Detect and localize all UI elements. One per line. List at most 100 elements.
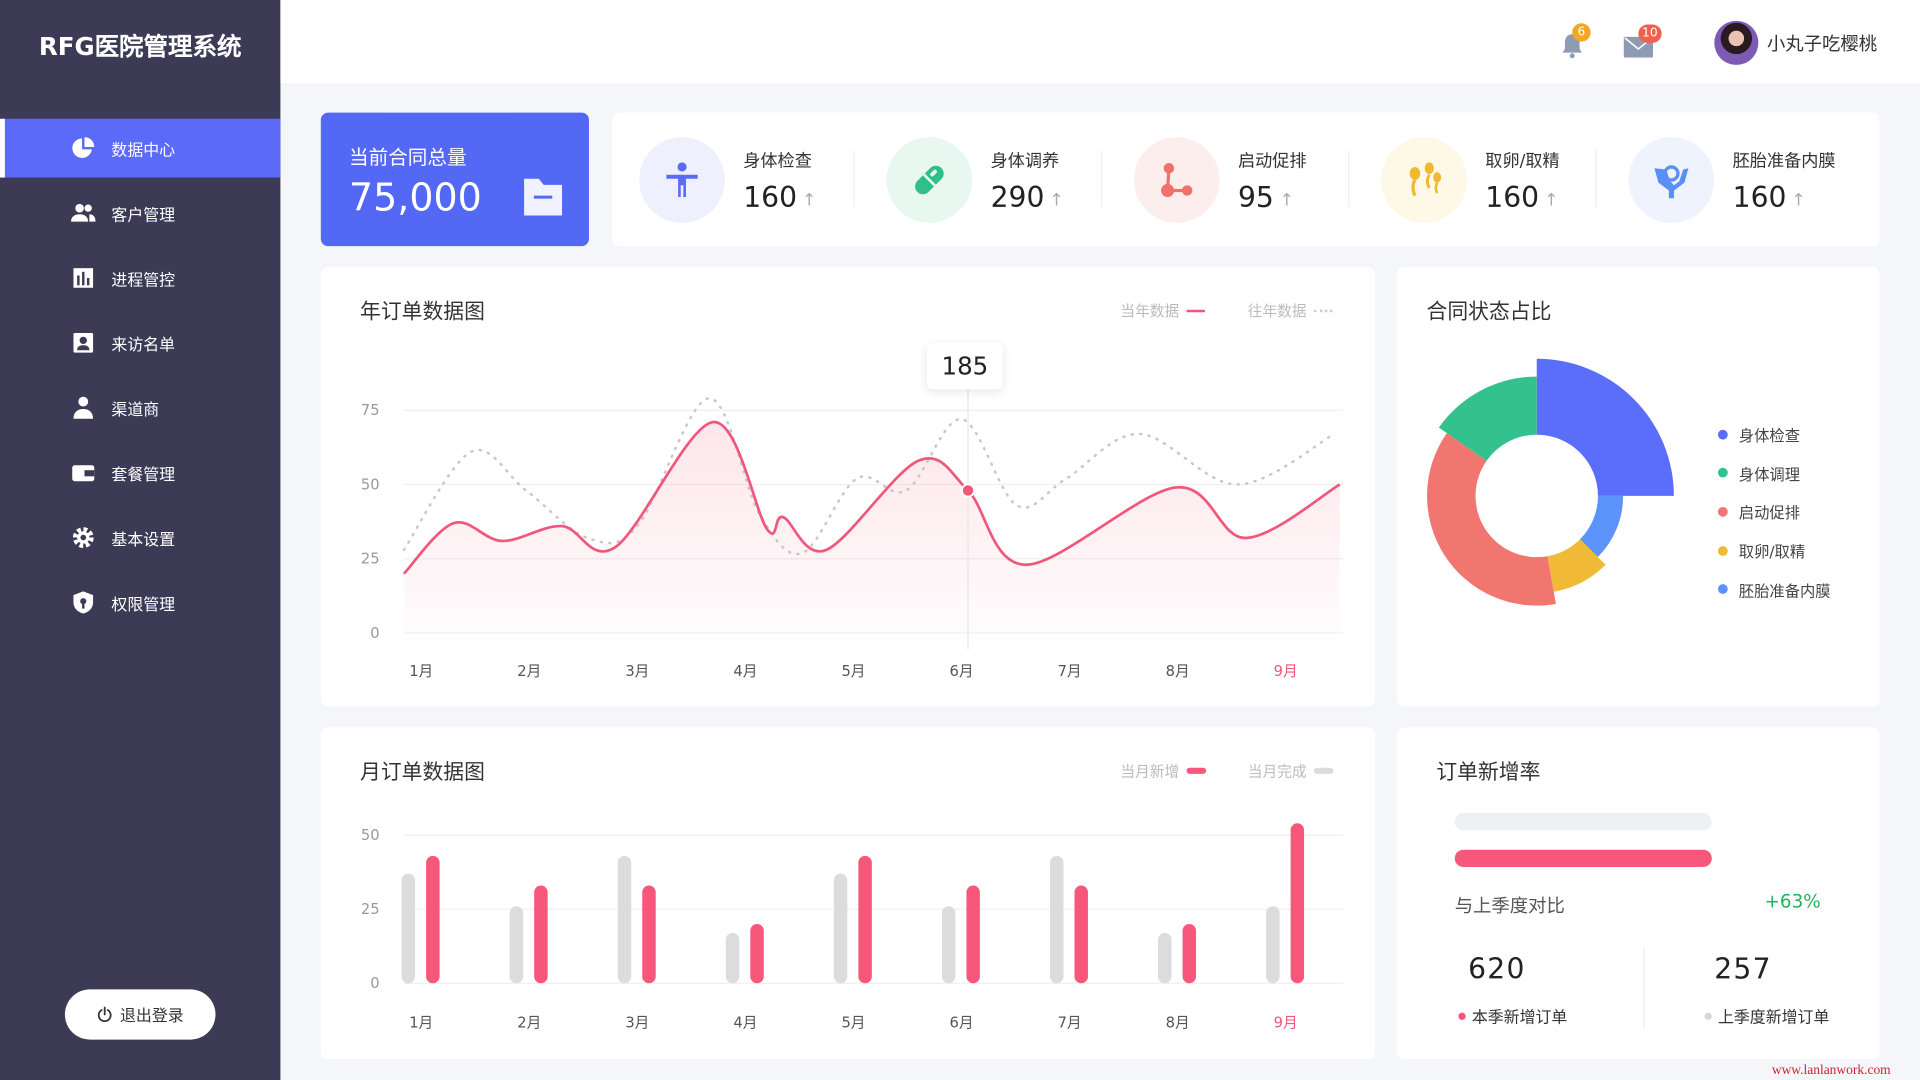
bar-monthly-new[interactable]	[534, 885, 548, 984]
sidebar-item-label: 渠道商	[111, 401, 160, 420]
chart-tooltip: 185	[926, 342, 1003, 390]
current-year-line	[402, 420, 1341, 575]
legend-label: 身体调理	[1738, 464, 1801, 484]
legend-label: 往年数据	[1247, 302, 1307, 320]
pie-legend-item[interactable]: 身体调理	[1717, 461, 1801, 484]
bar-monthly-new[interactable]	[966, 885, 980, 984]
stat-icon-circle	[639, 137, 725, 223]
bar-monthly-new[interactable]	[750, 924, 764, 984]
stat-value: 160	[1485, 182, 1540, 215]
yearly-chart-title: 年订单数据图	[360, 300, 485, 325]
stat-item[interactable]: 取卵/取精 160 ↑	[1381, 113, 1614, 246]
total-value: 75,000	[348, 176, 482, 221]
sidebar-item-3[interactable]: 进程管控	[0, 249, 280, 308]
legend-swatch	[1313, 767, 1334, 774]
stat-value: 160	[743, 182, 798, 215]
sidebar-item-2[interactable]: 客户管理	[0, 184, 280, 243]
label-text: 本季新增订单	[1471, 1008, 1568, 1028]
bar-monthly-new[interactable]	[1290, 823, 1305, 984]
legend-dot	[1717, 506, 1728, 517]
stat-value: 160	[1732, 182, 1787, 215]
body-icon	[666, 162, 698, 197]
hands-care-icon	[1654, 165, 1689, 199]
x-tick-label: 5月	[841, 1014, 865, 1031]
x-tick-label: 1月	[409, 663, 433, 680]
sidebar-item-label: 权限管理	[111, 595, 176, 615]
pie-slice[interactable]	[1580, 495, 1624, 558]
legend-swatch	[1186, 767, 1207, 774]
bar-monthly-new[interactable]	[858, 855, 872, 984]
bar-monthly-new[interactable]	[1074, 885, 1088, 984]
current-progress-track	[1454, 849, 1717, 867]
pie-slice[interactable]	[1536, 358, 1674, 496]
x-tick-label: 9月	[1274, 663, 1298, 680]
contract-status-rose-chart	[1427, 358, 1674, 606]
sidebar-item-4[interactable]: 来访名单	[0, 313, 280, 372]
messages-button[interactable]: 10	[1623, 24, 1662, 63]
bar-monthly-done[interactable]	[1050, 855, 1064, 984]
sidebar-item-8[interactable]: 权限管理	[0, 573, 280, 632]
user-avatar[interactable]	[1714, 20, 1759, 65]
bar-monthly-new[interactable]	[1182, 924, 1197, 984]
notification-button[interactable]: 6	[1560, 23, 1591, 64]
pie-slice[interactable]	[1547, 539, 1606, 592]
x-tick-label: 6月	[950, 1014, 974, 1031]
stat-icon-circle	[886, 137, 973, 223]
legend-monthly-done[interactable]: 当月完成	[1248, 760, 1334, 781]
y-tick-label: 25	[361, 551, 380, 568]
bar-chart-icon	[73, 268, 94, 288]
sidebar-item-label: 套餐管理	[111, 465, 176, 485]
x-tick-label: 7月	[1058, 663, 1082, 680]
bar-monthly-done[interactable]	[833, 873, 848, 984]
bar-monthly-done[interactable]	[617, 855, 632, 984]
logout-label: 退出登录	[119, 1007, 184, 1027]
sidebar: RFG医院管理系统 数据中心客户管理进程管控 来访名单渠道商套餐管理基本设置权限管…	[0, 0, 281, 1080]
legend-current-year[interactable]: 当年数据	[1120, 300, 1205, 321]
pie-legend-item[interactable]: 胚胎准备内膜	[1717, 578, 1831, 601]
bar-monthly-done[interactable]	[1158, 932, 1172, 984]
pie-slice[interactable]	[1427, 433, 1556, 606]
pie-legend-item[interactable]: 身体检查	[1717, 422, 1800, 445]
y-tick-label: 0	[370, 975, 379, 992]
sidebar-item-label: 数据中心	[111, 141, 176, 160]
stat-item[interactable]: 身体调养 290 ↑	[886, 113, 1120, 246]
sidebar-item-6[interactable]: 套餐管理	[0, 443, 280, 502]
stat-item[interactable]: 胚胎准备内膜 160 ↑	[1628, 113, 1862, 246]
total-label: 当前合同总量	[348, 145, 467, 169]
sidebar-item-5[interactable]: 渠道商	[0, 378, 280, 437]
pie-legend-item[interactable]: 取卵/取精	[1717, 539, 1806, 562]
bar-monthly-done[interactable]	[725, 932, 740, 984]
label-text: 上季度新增订单	[1717, 1008, 1830, 1028]
bar-monthly-done[interactable]	[941, 906, 956, 984]
y-tick-label: 75	[361, 402, 380, 419]
pie-slice[interactable]	[1438, 376, 1537, 461]
legend-previous-year[interactable]: 往年数据	[1248, 300, 1333, 321]
bar-monthly-done[interactable]	[401, 873, 416, 984]
stat-item[interactable]: 启动促排 95 ↑	[1133, 113, 1367, 246]
bar-monthly-new[interactable]	[426, 855, 440, 984]
x-tick-label: 2月	[517, 663, 541, 680]
bar-monthly-new[interactable]	[642, 885, 656, 984]
bar-monthly-done[interactable]	[1266, 906, 1280, 984]
previous-quarter-value: 257	[1714, 953, 1772, 986]
y-tick-label: 50	[361, 476, 380, 493]
y-tick-label: 50	[361, 827, 380, 844]
logout-button[interactable]: 退出登录	[64, 989, 216, 1040]
user-name[interactable]: 小丸子吃樱桃	[1766, 33, 1878, 56]
x-tick-label: 8月	[1166, 663, 1190, 680]
bar-monthly-done[interactable]	[509, 906, 524, 984]
app-title: RFG医院管理系统	[38, 31, 242, 62]
sidebar-item-1[interactable]: 数据中心	[0, 118, 281, 178]
stat-divider	[1100, 150, 1103, 207]
stat-item[interactable]: 身体检查 160 ↑	[639, 113, 872, 246]
divider	[1643, 947, 1645, 1029]
legend-monthly-new[interactable]: 当月新增	[1120, 760, 1207, 781]
highlight-point[interactable]	[960, 483, 976, 498]
sidebar-item-7[interactable]: 基本设置	[0, 508, 280, 567]
legend-label: 取卵/取精	[1738, 542, 1806, 561]
legend-label: 胚胎准备内膜	[1738, 581, 1831, 600]
yearly-line-chart: 0 25 50 75 1月 2月 3月 4月 5月 6月 7月 8月 9月	[361, 389, 1344, 680]
stat-icon-circle	[1381, 137, 1467, 223]
folder-icon	[524, 178, 563, 216]
pie-legend-item[interactable]: 启动促排	[1717, 500, 1800, 523]
